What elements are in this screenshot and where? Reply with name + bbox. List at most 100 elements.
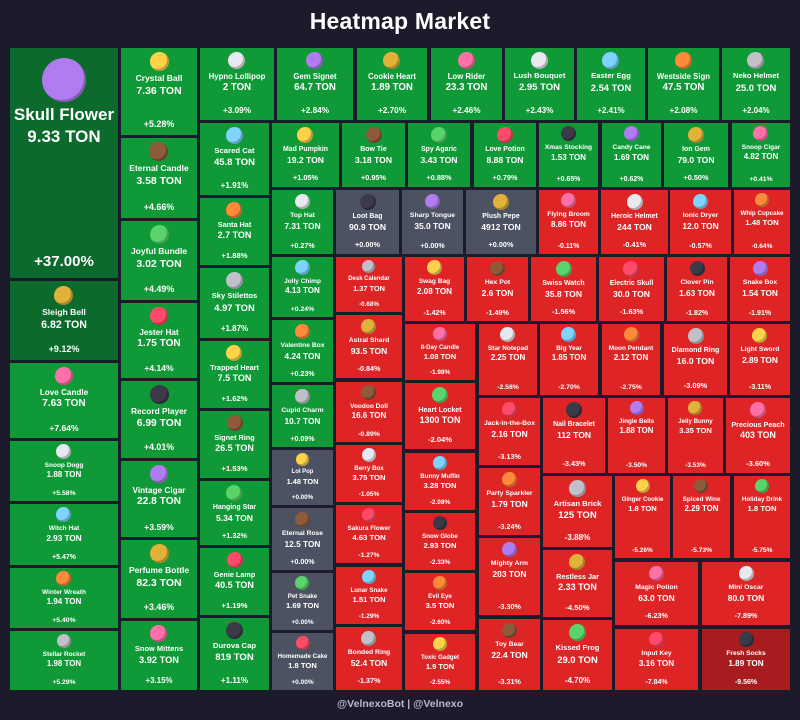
tile-pet-snake[interactable]: Pet Snake 1.69 TON +0.00% [272, 573, 333, 630]
tile-artisan-brick[interactable]: Artisan Brick 125 TON -3.88% [543, 476, 612, 547]
tile-light-sword[interactable]: Light Sword 2.89 TON -3.11% [730, 324, 790, 395]
tile-perfume-bottle[interactable]: Perfume Bottle 82.3 TON +3.46% [121, 540, 197, 618]
tile-jack-in-the-box[interactable]: Jack-in-the-Box 2.16 TON -3.13% [479, 398, 540, 465]
tile-stellar-rocket[interactable]: Stellar Rocket 1.98 TON +5.29% [10, 631, 118, 690]
tile-ginger-cookie[interactable]: Ginger Cookie 1.8 TON -5.26% [615, 476, 670, 558]
tile-heroic-helmet[interactable]: Heroic Helmet 244 TON -0.41% [601, 190, 668, 254]
tile-jingle-bells[interactable]: Jingle Bells 1.88 TON -3.50% [608, 398, 665, 473]
tile-heart-locket[interactable]: Heart Locket 1300 TON -2.04% [405, 383, 475, 449]
tile-sakura-flower[interactable]: Sakura Flower 4.63 TON -1.27% [336, 505, 402, 563]
tile-record-player[interactable]: Record Player 6.99 TON +4.01% [121, 381, 197, 458]
tile-magic-potion[interactable]: Magic Potion 63.0 TON -6.23% [615, 562, 698, 625]
tile-whip-cupcake[interactable]: Whip Cupcake 1.48 TON -0.64% [734, 190, 790, 254]
tile-bonded-ring[interactable]: Bonded Ring 52.4 TON -1.37% [336, 627, 402, 690]
tile-cookie-heart[interactable]: Cookie Heart 1.89 TON +2.70% [357, 48, 427, 120]
tile-snoop-cigar[interactable]: Snoop Cigar 4.82 TON +0.41% [732, 123, 790, 187]
tile-top-hat[interactable]: Top Hat 7.31 TON +0.27% [272, 190, 333, 254]
tile-hypno-lollipop[interactable]: Hypno Lollipop 2 TON +3.09% [200, 48, 274, 120]
tile-snoop-dogg[interactable]: Snoop Dogg 1.88 TON +5.58% [10, 441, 118, 501]
tile-desk-calendar[interactable]: Desk Calendar 1.37 TON -0.68% [336, 257, 402, 312]
tile-scared-cat[interactable]: Scared Cat 45.8 TON +1.91% [200, 123, 269, 195]
tile-bow-tie[interactable]: Bow Tie 3.18 TON +0.95% [342, 123, 405, 187]
tile-easter-egg[interactable]: Easter Egg 2.54 TON +2.41% [577, 48, 645, 120]
tile-santa-hat[interactable]: Santa Hat 2.7 TON +1.88% [200, 198, 269, 265]
tile-precious-peach[interactable]: Precious Peach 403 TON -3.60% [726, 398, 790, 473]
tile-gem-signet[interactable]: Gem Signet 64.7 TON +2.84% [277, 48, 353, 120]
gift-price: 5.34 TON [215, 512, 253, 523]
tile-bunny-muffin[interactable]: Bunny Muffin 3.28 TON -2.08% [405, 453, 475, 510]
tile-snow-mittens[interactable]: Snow Mittens 3.92 TON +3.15% [121, 621, 197, 690]
party-sparkler-icon [501, 472, 517, 487]
tile-kissed-frog[interactable]: Kissed Frog 29.0 TON -4.70% [543, 620, 612, 690]
tile-homemade-cake[interactable]: Homemade Cake 1.8 TON +0.00% [272, 633, 333, 690]
tile-voodoo-doll[interactable]: Voodoo Doll 16.6 TON -0.89% [336, 382, 402, 442]
tile-witch-hat[interactable]: Witch Hat 2.93 TON +5.47% [10, 504, 118, 565]
tile-low-rider[interactable]: Low Rider 23.3 TON +2.46% [431, 48, 502, 120]
tile-mad-pumpkin[interactable]: Mad Pumpkin 19.2 TON +1.05% [272, 123, 339, 187]
tile-cupid-charm[interactable]: Cupid Charm 10.7 TON +0.09% [272, 385, 333, 447]
tile-diamond-ring[interactable]: Diamond Ring 16.0 TON -3.09% [664, 324, 727, 395]
tile-lol-pop[interactable]: Lol Pop 1.48 TON +0.00% [272, 450, 333, 505]
tile-valentine-box[interactable]: Valentine Box 4.24 TON +0.23% [272, 320, 333, 382]
tile-holiday-drink[interactable]: Holiday Drink 1.8 TON -5.75% [734, 476, 790, 558]
tile-ionic-dryer[interactable]: Ionic Dryer 12.0 TON -0.57% [670, 190, 731, 254]
tile-snow-globe[interactable]: Snow Globe 2.93 TON -2.33% [405, 513, 475, 570]
tile-toy-bear[interactable]: Toy Bear 22.4 TON -3.31% [479, 619, 540, 690]
tile-neko-helmet[interactable]: Neko Helmet 25.0 TON +2.04% [722, 48, 790, 120]
tile-jolly-chimp[interactable]: Jolly Chimp 4.13 TON +0.24% [272, 257, 333, 317]
tile-hanging-star[interactable]: Hanging Star 5.34 TON +1.32% [200, 481, 269, 545]
tile-spiced-wine[interactable]: Spiced Wine 2.29 TON -5.73% [673, 476, 730, 558]
tile-spy-agaric[interactable]: Spy Agaric 3.43 TON +0.88% [408, 123, 470, 187]
tile-signet-ring[interactable]: Signet Ring 26.5 TON +1.53% [200, 411, 269, 478]
tile-nail-bracelet[interactable]: Nail Bracelet 112 TON -3.43% [543, 398, 605, 473]
tile-evil-eye[interactable]: Evil Eye 3.5 TON -2.60% [405, 573, 475, 630]
tile-berry-box[interactable]: Berry Box 3.75 TON -1.05% [336, 445, 402, 502]
tile-xmas-stocking[interactable]: Xmas Stocking 1.53 TON +0.65% [539, 123, 598, 187]
tile-eternal-rose[interactable]: Eternal Rose 12.5 TON +0.00% [272, 508, 333, 570]
tile-clover-pin[interactable]: Clover Pin 1.63 TON -1.82% [667, 257, 727, 321]
tile-durova-cap[interactable]: Durova Cap 819 TON +1.11% [200, 618, 269, 690]
tile-lush-bouquet[interactable]: Lush Bouquet 2.95 TON +2.43% [505, 48, 574, 120]
tile-ion-gem[interactable]: Ion Gem 79.0 TON +0.50% [664, 123, 728, 187]
tile-jester-hat[interactable]: Jester Hat 1.75 TON +4.14% [121, 303, 197, 378]
tile-loot-bag[interactable]: Loot Bag 90.9 TON +0.00% [336, 190, 399, 254]
tile-vintage-cigar[interactable]: Vintage Cigar 22.8 TON +3.59% [121, 461, 197, 537]
tile-love-candle[interactable]: Love Candle 7.63 TON +7.64% [10, 363, 118, 438]
tile-big-year[interactable]: Big Year 1.85 TON -2.70% [540, 324, 598, 395]
tile-joyful-bundle[interactable]: Joyful Bundle 3.02 TON +4.49% [121, 221, 197, 300]
tile-star-notepad[interactable]: Star Notepad 2.25 TON -2.58% [479, 324, 537, 395]
tile-hex-pot[interactable]: Hex Pot 2.6 TON -1.49% [467, 257, 528, 321]
tile-plush-pepe[interactable]: Plush Pepe 4912 TON +0.00% [466, 190, 536, 254]
tile-genie-lamp[interactable]: Genie Lamp 40.5 TON +1.19% [200, 548, 269, 615]
tile-restless-jar[interactable]: Restless Jar 2.33 TON -4.50% [543, 550, 612, 617]
tile-skull-flower[interactable]: Skull Flower 9.33 TON +37.00% [10, 48, 118, 278]
tile-fresh-socks[interactable]: Fresh Socks 1.89 TON -9.56% [702, 629, 790, 690]
tile-8-day-candle[interactable]: 8-Day Candle 1.08 TON -1.98% [405, 324, 475, 380]
tile-winter-wreath[interactable]: Winter Wreath 1.94 TON +5.40% [10, 568, 118, 628]
tile-lunar-snake[interactable]: Lunar Snake 1.51 TON -1.29% [336, 567, 402, 624]
tile-party-sparkler[interactable]: Party Sparkler 1.79 TON -3.24% [479, 468, 540, 535]
tile-moon-pendant[interactable]: Moon Pendant 2.12 TON -2.75% [602, 324, 660, 395]
tile-trapped-heart[interactable]: Trapped Heart 7.5 TON +1.62% [200, 341, 269, 408]
tile-candy-cane[interactable]: Candy Cane 1.69 TON +0.62% [602, 123, 661, 187]
tile-input-key[interactable]: Input Key 3.16 TON -7.84% [615, 629, 698, 690]
tile-snake-box[interactable]: Snake Box 1.54 TON -1.91% [730, 257, 790, 321]
price-change: +2.84% [300, 106, 330, 115]
tile-crystal-ball[interactable]: Crystal Ball 7.36 TON +5.28% [121, 48, 197, 135]
tile-swag-bag[interactable]: Swag Bag 2.08 TON -1.42% [405, 257, 464, 321]
tile-mighty-arm[interactable]: Mighty Arm 203 TON -3.30% [479, 538, 540, 615]
tile-flying-broom[interactable]: Flying Broom 8.86 TON -0.11% [539, 190, 598, 254]
tile-swiss-watch[interactable]: Swiss Watch 35.8 TON -1.56% [531, 257, 596, 321]
tile-electric-skull[interactable]: Electric Skull 30.0 TON -1.63% [599, 257, 664, 321]
gift-name: Evil Eye [428, 593, 452, 600]
tile-mini-oscar[interactable]: Mini Oscar 80.0 TON -7.89% [702, 562, 790, 625]
tile-sleigh-bell[interactable]: Sleigh Bell 6.82 TON +9.12% [10, 281, 118, 360]
tile-toxic-gadget[interactable]: Toxic Gadget 1.9 TON -2.55% [405, 634, 475, 690]
tile-jelly-bunny[interactable]: Jelly Bunny 3.35 TON -3.53% [668, 398, 723, 473]
tile-love-potion[interactable]: Love Potion 8.88 TON +0.79% [474, 123, 536, 187]
tile-sharp-tongue[interactable]: Sharp Tongue 35.0 TON +0.00% [402, 190, 463, 254]
tile-sky-stilettos[interactable]: Sky Stilettos 4.97 TON +1.87% [200, 268, 269, 338]
tile-astral-shard[interactable]: Astral Shard 93.5 TON -0.84% [336, 315, 402, 378]
tile-westside-sign[interactable]: Westside Sign 47.5 TON +2.08% [648, 48, 719, 120]
tile-eternal-candle[interactable]: Eternal Candle 3.58 TON +4.66% [121, 138, 197, 218]
